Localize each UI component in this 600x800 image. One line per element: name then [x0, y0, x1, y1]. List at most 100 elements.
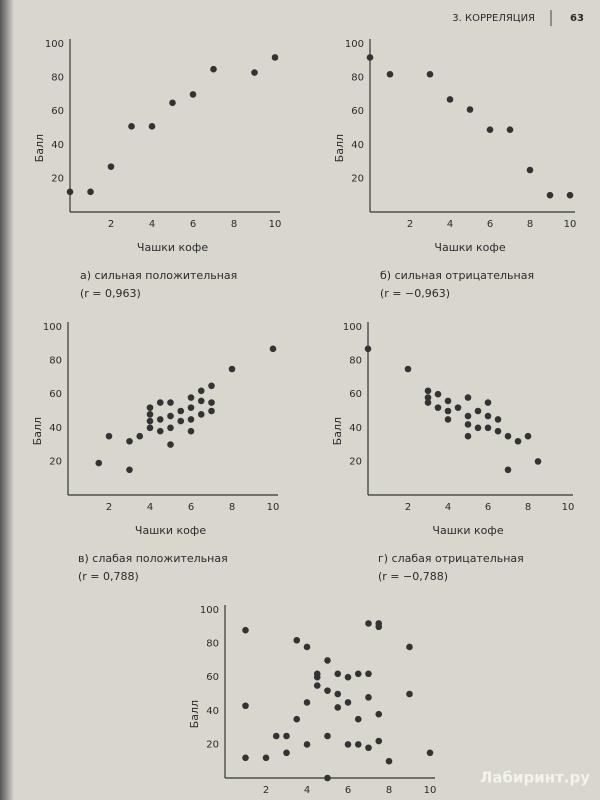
- data-point: [167, 412, 174, 420]
- data-point: [293, 715, 301, 723]
- section-header: 3. КОРРЕЛЯЦИЯ: [452, 13, 535, 24]
- data-point: [177, 407, 185, 415]
- watermark: Лабиринт.ру: [480, 769, 590, 787]
- y-tick-label: 60: [351, 106, 364, 117]
- y-tick-label: 80: [206, 639, 219, 650]
- x-tick-label: 8: [525, 502, 531, 513]
- data-point: [464, 394, 472, 401]
- data-point: [466, 106, 474, 113]
- data-point: [424, 387, 432, 395]
- data-point: [446, 96, 454, 103]
- data-point: [444, 407, 452, 415]
- data-point: [354, 670, 362, 678]
- data-point: [464, 421, 472, 428]
- data-point: [146, 411, 154, 418]
- data-point: [303, 643, 311, 651]
- data-point: [262, 754, 270, 762]
- x-axis-label: Чашки кофе: [137, 241, 208, 254]
- data-point: [324, 687, 331, 694]
- x-tick-label: 6: [188, 502, 194, 513]
- data-point: [334, 704, 342, 711]
- data-point: [146, 404, 154, 411]
- y-axis-label: Балл: [31, 417, 44, 445]
- data-point: [526, 166, 534, 174]
- x-tick-label: 6: [190, 219, 196, 230]
- data-point: [242, 702, 249, 710]
- data-point: [354, 715, 362, 723]
- x-tick-label: 4: [149, 219, 155, 230]
- data-point: [128, 123, 135, 130]
- data-point: [366, 54, 374, 61]
- data-point: [474, 407, 482, 415]
- correlation-label: (r = 0,788): [78, 570, 139, 583]
- data-point: [334, 670, 342, 678]
- y-tick-label: 20: [49, 456, 62, 467]
- data-point: [269, 345, 277, 353]
- data-point: [334, 690, 342, 698]
- x-tick-label: 8: [231, 219, 237, 230]
- x-axis-label: Чашки кофе: [434, 241, 505, 254]
- data-point: [344, 699, 352, 706]
- data-point: [187, 427, 195, 435]
- x-tick-label: 10: [562, 502, 575, 513]
- x-tick-label: 2: [407, 219, 413, 230]
- data-point: [426, 749, 434, 757]
- y-tick-label: 80: [49, 356, 62, 367]
- page-number: 63: [570, 13, 584, 24]
- data-point: [434, 404, 442, 411]
- data-point: [189, 91, 197, 98]
- data-point: [208, 382, 215, 390]
- y-tick-label: 100: [200, 605, 219, 616]
- data-point: [365, 744, 372, 752]
- chart-caption: а) сильная положительная: [80, 269, 237, 282]
- data-point: [324, 774, 331, 782]
- correlation-label: (r = 0,963): [80, 287, 141, 300]
- x-tick-label: 4: [445, 502, 451, 513]
- x-tick-label: 10: [564, 219, 577, 230]
- data-point: [474, 424, 482, 432]
- x-tick-label: 6: [487, 219, 493, 230]
- data-point: [126, 437, 133, 445]
- y-tick-label: 100: [345, 39, 364, 50]
- data-point: [364, 345, 372, 353]
- data-point: [66, 188, 74, 196]
- data-point: [177, 417, 185, 425]
- y-tick-label: 100: [45, 39, 64, 50]
- data-point: [344, 741, 352, 748]
- y-tick-label: 40: [49, 423, 62, 434]
- chart-caption: б) сильная отрицательная: [380, 269, 534, 282]
- data-point: [242, 754, 249, 762]
- data-point: [365, 670, 372, 678]
- data-point: [506, 126, 514, 133]
- y-tick-label: 40: [349, 423, 362, 434]
- data-point: [271, 54, 279, 61]
- y-tick-label: 20: [51, 173, 64, 184]
- data-point: [313, 673, 321, 681]
- chart-caption: в) слабая положительная: [78, 552, 228, 565]
- data-point: [251, 69, 258, 76]
- data-point: [167, 424, 174, 432]
- data-point: [210, 65, 217, 73]
- data-point: [136, 432, 144, 440]
- data-point: [484, 412, 492, 420]
- data-point: [486, 126, 494, 133]
- data-point: [146, 417, 154, 425]
- y-tick-label: 40: [206, 706, 219, 717]
- data-point: [126, 466, 133, 474]
- data-point: [344, 673, 352, 681]
- data-point: [156, 427, 164, 435]
- data-point: [313, 682, 321, 689]
- data-point: [197, 397, 205, 405]
- y-tick-label: 80: [51, 73, 64, 84]
- data-point: [272, 732, 280, 740]
- data-point: [167, 441, 174, 448]
- data-point: [454, 404, 462, 411]
- x-tick-label: 8: [229, 502, 235, 513]
- x-tick-label: 8: [527, 219, 533, 230]
- x-tick-label: 6: [485, 502, 491, 513]
- x-axis-label: Чашки кофе: [432, 524, 503, 537]
- x-tick-label: 4: [304, 785, 310, 796]
- y-tick-label: 20: [349, 456, 362, 467]
- correlation-label: (r = −0,788): [378, 570, 448, 583]
